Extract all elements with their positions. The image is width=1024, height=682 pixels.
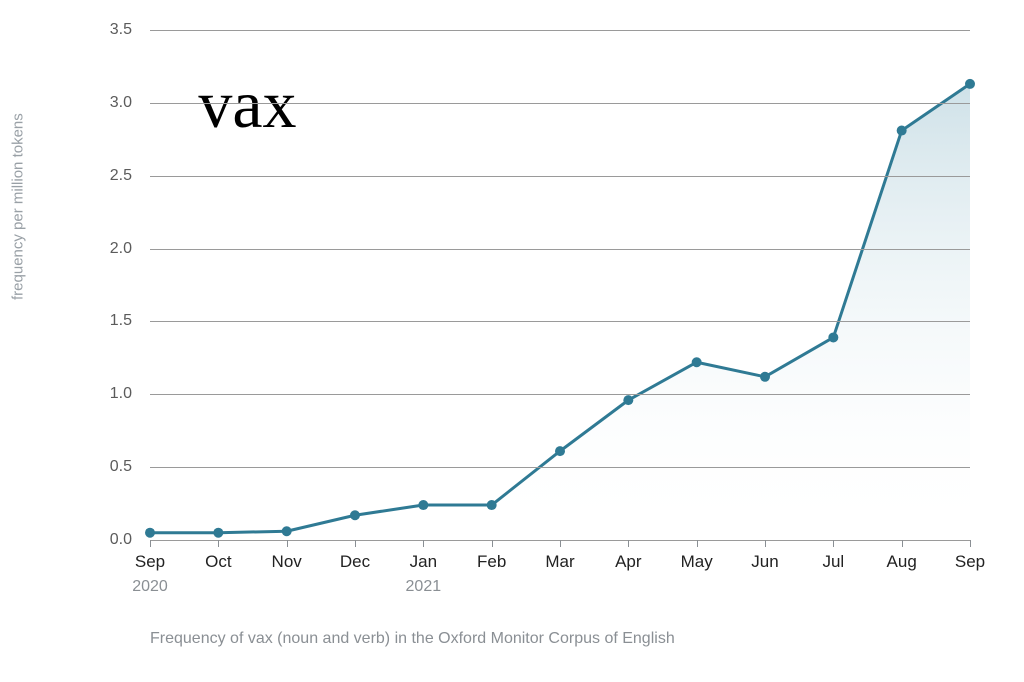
ytick-label: 1.0: [110, 385, 132, 403]
plot-area: vax 0.00.51.01.52.02.53.03.5SepOctNovDec…: [150, 30, 970, 540]
data-point: [282, 526, 292, 536]
xtick-mark: [560, 540, 561, 547]
xtick-label: Feb: [477, 552, 506, 572]
data-point: [213, 528, 223, 538]
xtick-mark: [355, 540, 356, 547]
data-point: [555, 446, 565, 456]
data-point: [692, 357, 702, 367]
xtick-mark: [492, 540, 493, 547]
data-point: [623, 395, 633, 405]
xtick-mark: [218, 540, 219, 547]
ytick-label: 2.0: [110, 240, 132, 258]
xtick-mark: [833, 540, 834, 547]
overlay-word: vax: [198, 65, 296, 144]
xtick-mark: [970, 540, 971, 547]
y-axis-label: frequency per million tokens: [10, 113, 27, 300]
xtick-label: Nov: [272, 552, 302, 572]
xtick-label: Jun: [751, 552, 778, 572]
xtick-label: Sep: [955, 552, 985, 572]
data-point: [418, 500, 428, 510]
data-point: [965, 79, 975, 89]
data-point: [828, 332, 838, 342]
xtick-label: May: [681, 552, 713, 572]
x-year-label: 2020: [132, 578, 168, 596]
gridline: [150, 249, 970, 250]
gridline: [150, 103, 970, 104]
data-point: [897, 126, 907, 136]
xtick-label: Aug: [887, 552, 917, 572]
ytick-label: 3.5: [110, 21, 132, 39]
chart-caption: Frequency of vax (noun and verb) in the …: [150, 630, 675, 648]
ytick-label: 0.5: [110, 458, 132, 476]
xtick-label: Jan: [410, 552, 437, 572]
xtick-label: Apr: [615, 552, 641, 572]
gridline: [150, 176, 970, 177]
xtick-mark: [765, 540, 766, 547]
xtick-mark: [628, 540, 629, 547]
xtick-label: Sep: [135, 552, 165, 572]
xtick-mark: [423, 540, 424, 547]
ytick-label: 0.0: [110, 531, 132, 549]
data-point: [350, 510, 360, 520]
xtick-mark: [697, 540, 698, 547]
data-point: [145, 528, 155, 538]
gridline: [150, 394, 970, 395]
xtick-label: Mar: [545, 552, 574, 572]
x-year-label: 2021: [406, 578, 442, 596]
xtick-label: Oct: [205, 552, 231, 572]
gridline: [150, 30, 970, 31]
data-point: [760, 372, 770, 382]
ytick-label: 1.5: [110, 312, 132, 330]
gridline: [150, 321, 970, 322]
chart-container: frequency per million tokens vax 0.00.51…: [0, 0, 1024, 682]
area-fill: [150, 84, 970, 540]
gridline: [150, 467, 970, 468]
xtick-label: Dec: [340, 552, 370, 572]
xtick-mark: [287, 540, 288, 547]
ytick-label: 3.0: [110, 94, 132, 112]
xtick-mark: [902, 540, 903, 547]
xtick-mark: [150, 540, 151, 547]
data-point: [487, 500, 497, 510]
xtick-label: Jul: [822, 552, 844, 572]
ytick-label: 2.5: [110, 167, 132, 185]
